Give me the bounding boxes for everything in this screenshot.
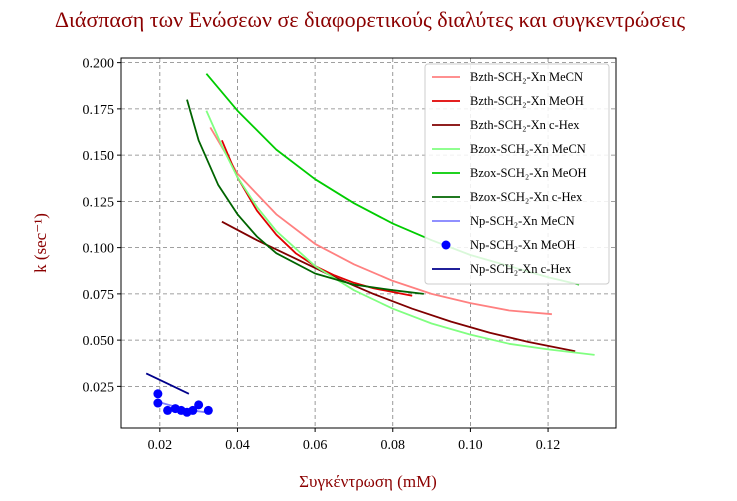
x-tick-label: 0.06 (303, 438, 328, 453)
scatter-point (163, 405, 173, 415)
series-line-8 (145, 372, 190, 395)
chart-title: Διάσπαση των Ενώσεων σε διαφορετικούς δι… (55, 7, 686, 32)
y-tick-label: 0.200 (83, 57, 115, 72)
x-tick-label: 0.04 (225, 438, 250, 453)
legend-label: Np-SCH₂-Xn MeOH (470, 238, 575, 252)
x-axis-label: Συγκέντρωση (mM) (299, 472, 437, 491)
legend-label: Bzth-SCH₂-Xn c-Hex (470, 118, 580, 132)
y-tick-label: 0.100 (83, 242, 115, 257)
y-tick-label: 0.075 (83, 288, 115, 303)
y-axis-label: k (sec⁻¹) (31, 213, 50, 273)
y-tick-label: 0.150 (83, 149, 115, 164)
scatter-point (194, 400, 204, 410)
legend-label: Bzth-SCH₂-Xn MeOH (470, 94, 584, 108)
axis-ticks: 0.02 0.04 0.06 0.08 0.10 0.12 0.025 0.050 0.075 0… (83, 57, 561, 453)
scatter-point (153, 389, 163, 399)
grid (121, 58, 616, 428)
y-tick-label: 0.125 (83, 195, 115, 210)
plot-series (145, 73, 595, 417)
scatter-point (203, 405, 213, 415)
legend: Bzth-SCH₂-Xn MeCN Bzth-SCH₂-Xn MeOH Bzth-S… (424, 63, 610, 285)
series-line-0 (209, 126, 552, 316)
legend-box (424, 63, 610, 285)
x-tick-label: 0.12 (536, 438, 561, 453)
series-line-5 (186, 99, 424, 295)
y-tick-label: 0.025 (83, 380, 115, 395)
scatter-point (153, 398, 163, 408)
x-tick-label: 0.02 (148, 438, 173, 453)
legend-label: Bzox-SCH₂-Xn c-Hex (470, 190, 583, 204)
legend-label: Bzox-SCH₂-Xn MeOH (470, 166, 587, 180)
series-line-2 (221, 220, 576, 353)
y-tick-label: 0.175 (83, 103, 115, 118)
scatter-point (188, 405, 198, 415)
x-tick-label: 0.08 (381, 438, 406, 453)
y-tick-label: 0.050 (83, 334, 115, 349)
legend-marker (441, 240, 451, 250)
legend-label: Np-SCH₂-Xn MeCN (470, 214, 575, 228)
legend-label: Bzox-SCH₂-Xn MeCN (470, 142, 586, 156)
plot-frame (120, 57, 617, 429)
legend-label: Bzth-SCH₂-Xn MeCN (470, 70, 583, 84)
series-np-meoh-points (153, 389, 213, 417)
legend-label: Np-SCH₂-Xn c-Hex (470, 262, 572, 276)
series-line-3 (205, 110, 595, 356)
x-tick-label: 0.10 (458, 438, 483, 453)
